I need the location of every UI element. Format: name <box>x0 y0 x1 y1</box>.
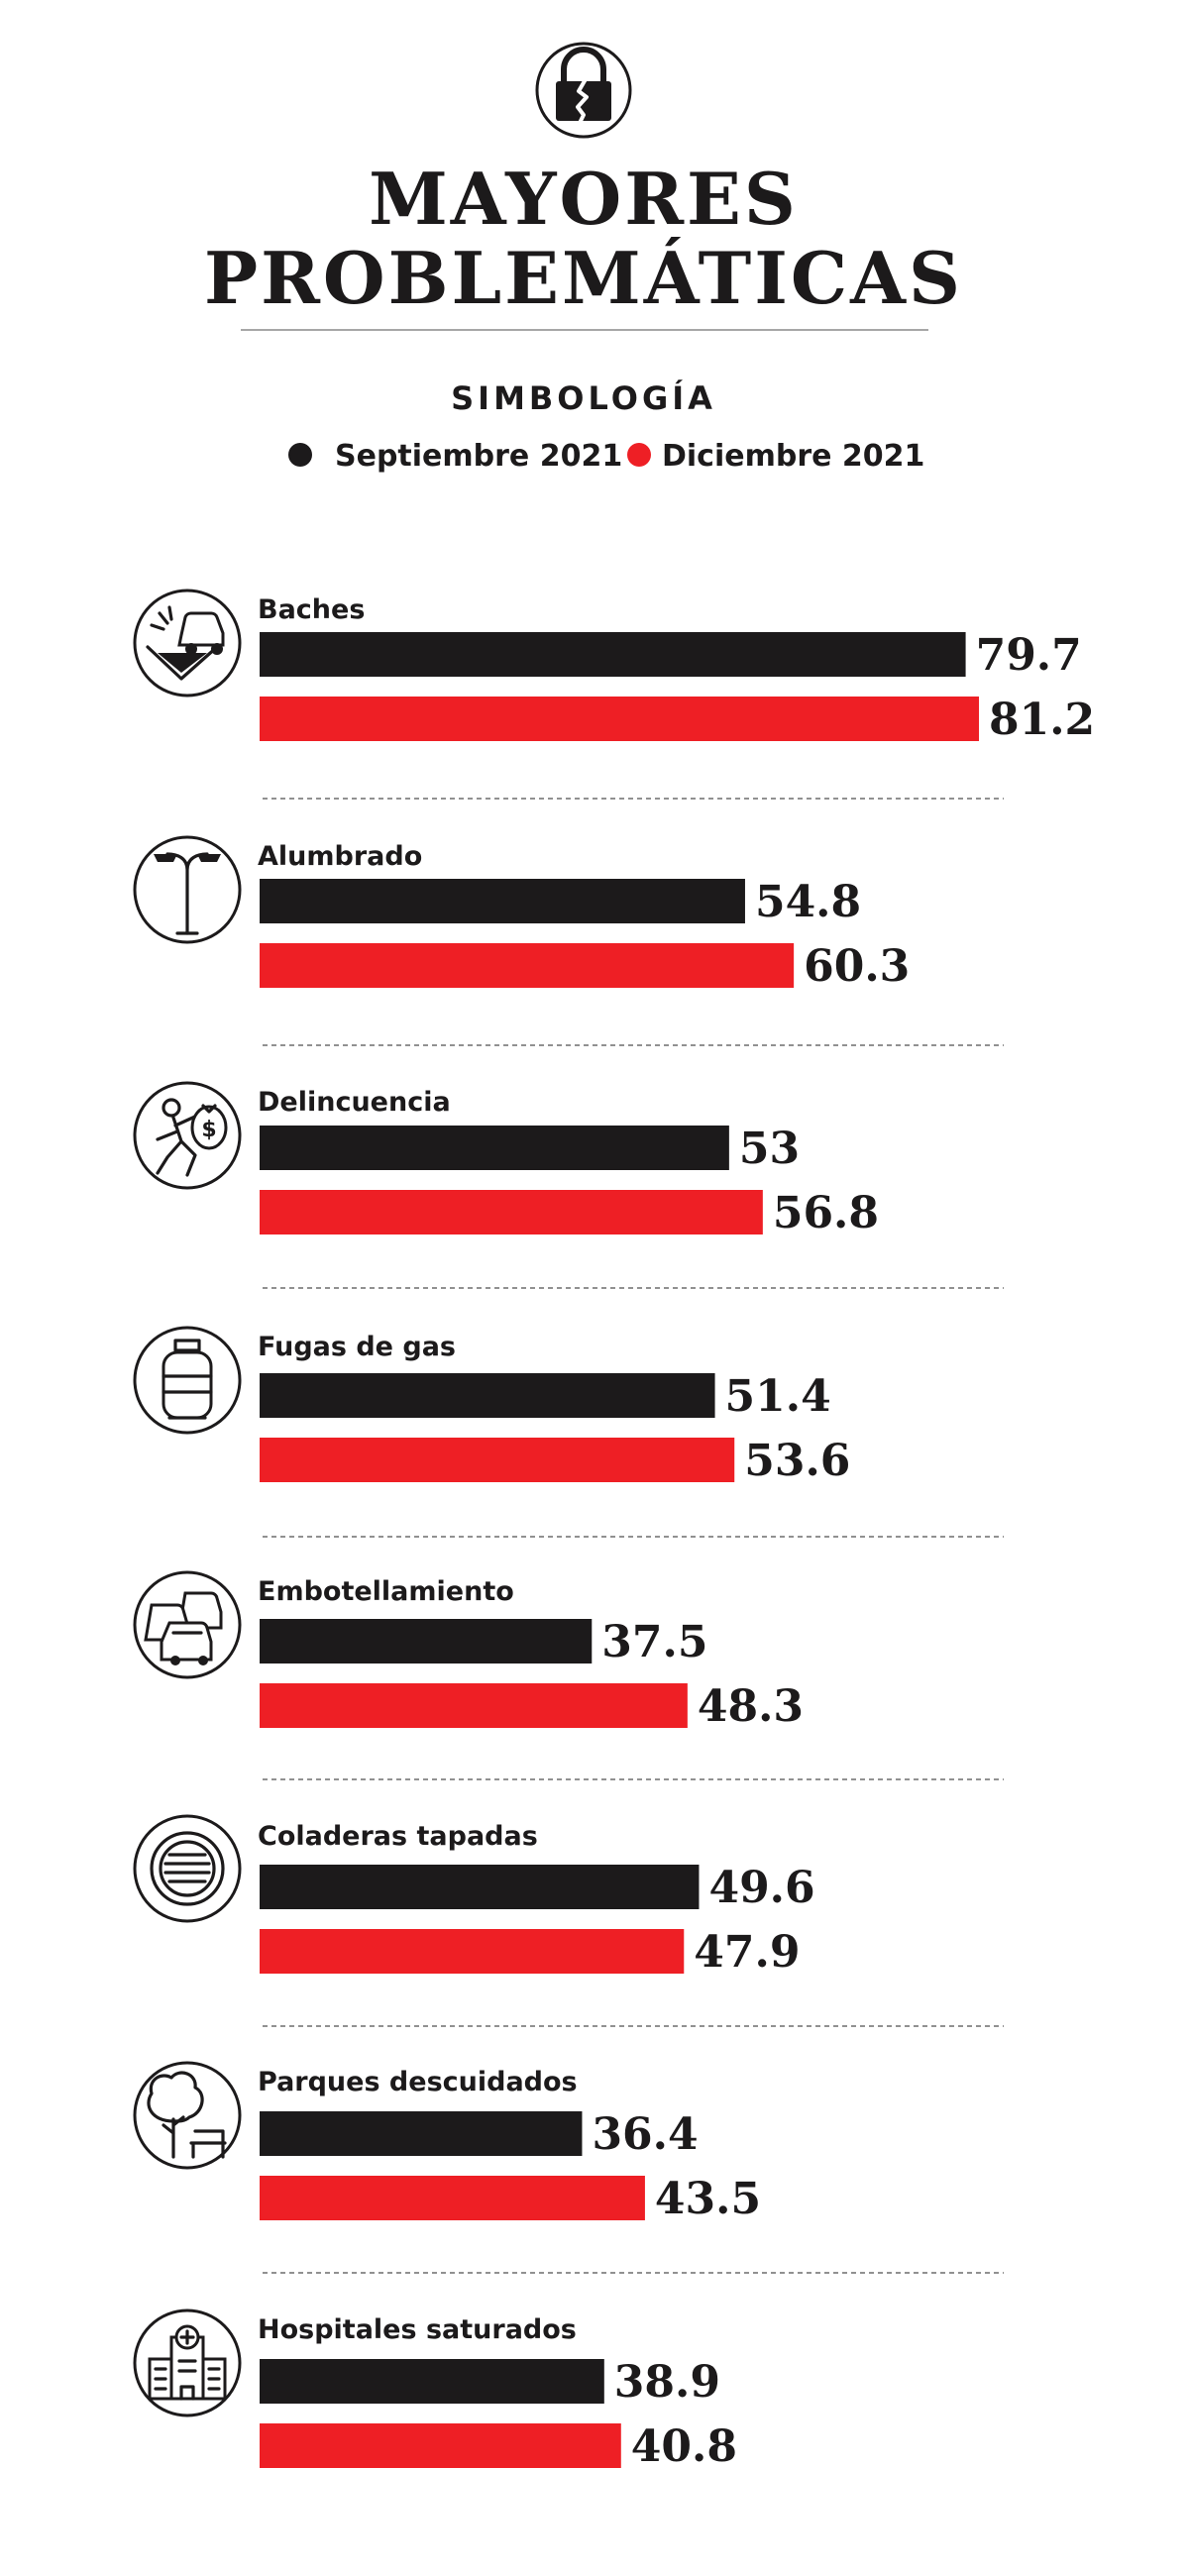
legend: SIMBOLOGÍA Septiembre 2021 Diciembre 202… <box>288 379 924 474</box>
pothole-car-icon <box>133 589 242 698</box>
bar-diciembre <box>260 697 979 741</box>
legend-label-diciembre: Diciembre 2021 <box>662 439 924 474</box>
value-label-diciembre: 47.9 <box>694 1927 800 1978</box>
bar-septiembre <box>260 879 745 923</box>
value-label-septiembre: 38.9 <box>614 2357 720 2408</box>
category-label: Coladeras tapadas <box>258 1821 538 1852</box>
bar-septiembre <box>260 1619 593 1664</box>
park-tree-bench-icon <box>133 2061 242 2170</box>
gas-cylinder-icon <box>133 1326 242 1435</box>
category-label: Embotellamiento <box>258 1576 514 1607</box>
value-label-diciembre: 48.3 <box>698 1681 804 1732</box>
legend-marker-diciembre <box>627 443 651 467</box>
value-label-septiembre: 53 <box>739 1124 800 1174</box>
bar-septiembre <box>260 2111 583 2156</box>
category-label: Hospitales saturados <box>258 2314 577 2345</box>
value-label-septiembre: 49.6 <box>708 1863 814 1913</box>
bar-diciembre <box>260 2423 621 2468</box>
svg-text:$: $ <box>201 1118 216 1142</box>
legend-marker-septiembre <box>288 443 312 467</box>
category-label: Alumbrado <box>258 841 422 872</box>
legend-label-septiembre: Septiembre 2021 <box>335 439 622 474</box>
title-line-1: MAYORES <box>369 157 799 241</box>
value-label-diciembre: 43.5 <box>655 2174 761 2224</box>
value-label-septiembre: 79.7 <box>976 630 1082 681</box>
value-label-diciembre: 40.8 <box>631 2421 737 2472</box>
drain-grate-icon <box>133 1814 242 1923</box>
bar-diciembre <box>260 1683 688 1728</box>
bar-septiembre <box>260 2359 604 2404</box>
bar-septiembre <box>260 632 966 677</box>
thief-money-bag-icon: $ <box>133 1081 242 1190</box>
bar-septiembre <box>260 1126 729 1170</box>
category-label: Fugas de gas <box>258 1332 456 1362</box>
value-label-septiembre: 37.5 <box>601 1617 707 1667</box>
title-line-2: PROBLEMÁTICAS <box>204 236 963 320</box>
bar-septiembre <box>260 1865 700 1909</box>
bar-diciembre <box>260 1438 735 1482</box>
value-label-diciembre: 60.3 <box>804 941 910 992</box>
traffic-jam-icon <box>133 1570 242 1679</box>
bar-septiembre <box>260 1373 715 1418</box>
row-separators <box>263 798 1004 2274</box>
category-label: Parques descuidados <box>258 2067 578 2097</box>
category-label: Delincuencia <box>258 1087 451 1118</box>
bar-diciembre <box>260 2176 645 2220</box>
value-label-septiembre: 36.4 <box>592 2109 698 2160</box>
legend-heading: SIMBOLOGÍA <box>451 379 716 417</box>
value-label-septiembre: 54.8 <box>755 877 861 927</box>
bar-diciembre <box>260 1929 685 1974</box>
value-label-diciembre: 56.8 <box>773 1188 879 1238</box>
bar-diciembre <box>260 943 795 988</box>
value-label-diciembre: 81.2 <box>989 695 1095 745</box>
broken-padlock-icon <box>535 42 632 139</box>
streetlight-icon <box>133 835 242 944</box>
value-label-diciembre: 53.6 <box>744 1436 850 1486</box>
category-label: Baches <box>258 594 365 625</box>
bar-diciembre <box>260 1190 763 1234</box>
hospital-icon <box>133 2308 242 2417</box>
value-label-septiembre: 51.4 <box>725 1371 831 1422</box>
bars-layer: 79.7 54.8 53 51.4 37.5 49.6 36.4 38.9 81.2 60.3 56… <box>260 630 1095 2472</box>
